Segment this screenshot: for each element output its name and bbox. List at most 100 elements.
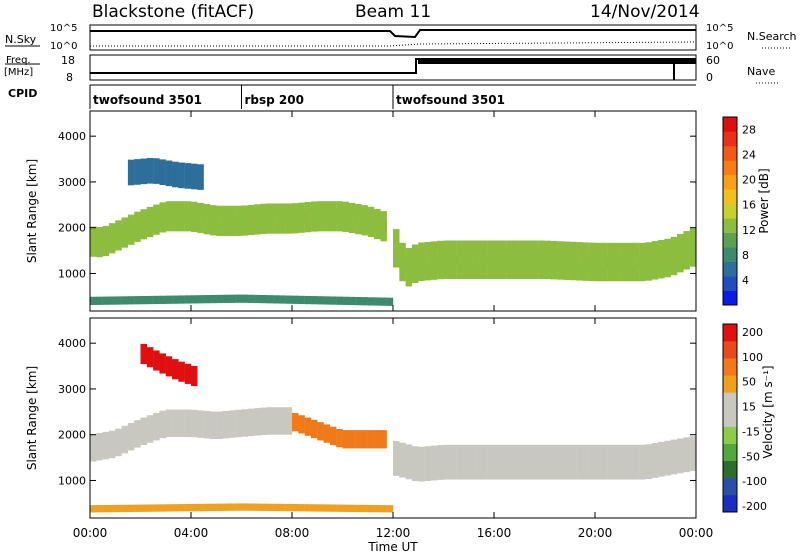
heatmap-cell: [159, 202, 166, 233]
heatmap-cell: [102, 431, 110, 460]
heatmap-cell: [96, 296, 103, 305]
heatmap-cell: [310, 201, 318, 232]
colorbar-tick-label: -100: [742, 475, 767, 488]
heatmap-cell: [500, 240, 507, 279]
colorbar-swatch: [723, 131, 737, 147]
heatmap-cell: [399, 442, 406, 478]
heatmap-cell: [386, 297, 394, 306]
nsky-label: N.Sky: [5, 33, 37, 46]
heatmap-cell: [689, 436, 697, 471]
heatmap-cell: [361, 205, 368, 236]
nave-top-label: 60: [706, 54, 720, 67]
heatmap-cell: [569, 444, 577, 480]
heatmap-cell: [247, 408, 255, 437]
heatmap-cell: [683, 231, 690, 270]
colorbar-frame: [722, 323, 738, 513]
heatmap-cell: [134, 296, 141, 305]
heatmap-cell: [613, 242, 621, 282]
colorbar-tick-label: 50: [742, 376, 756, 389]
heatmap-cell: [203, 503, 211, 512]
heatmap-cell: [203, 204, 211, 235]
heatmap-cell: [342, 201, 350, 232]
heatmap-cell: [607, 242, 615, 282]
heatmap-cell: [279, 503, 286, 512]
heatmap-cell: [127, 296, 135, 305]
heatmap-cell: [203, 410, 211, 439]
heatmap-cell: [399, 242, 406, 282]
heatmap-cell: [411, 446, 419, 481]
heatmap-cell: [209, 411, 217, 439]
heatmap-cell: [550, 240, 558, 280]
heatmap-cell: [172, 201, 179, 232]
heatmap-cell: [216, 294, 223, 304]
heatmap-cell: [393, 441, 400, 476]
heatmap-cell: [475, 240, 482, 279]
freq-series: [90, 58, 696, 80]
heatmap-cell: [172, 359, 179, 380]
station-title: Blackstone (fitACF): [92, 2, 254, 22]
heatmap-cell: [127, 504, 135, 513]
heatmap-cell: [197, 164, 204, 190]
heatmap-cell: [456, 444, 463, 480]
colorbar-swatch: [723, 409, 737, 427]
heatmap-cell: [228, 205, 236, 236]
heatmap-cell: [216, 503, 223, 511]
heatmap-cell: [544, 444, 552, 480]
heatmap-cell: [607, 444, 615, 480]
heatmap-cell: [538, 240, 545, 279]
heatmap-cell: [172, 409, 179, 437]
nsearch-label: N.Search: [747, 30, 797, 43]
heatmap-cell: [260, 294, 267, 304]
heatmap-cell: [165, 409, 173, 437]
heatmap-cell: [323, 296, 331, 305]
heatmap-cell: [96, 505, 103, 513]
heatmap-cell: [494, 444, 501, 480]
heatmap-cell: [191, 365, 198, 387]
heatmap-cell: [134, 159, 141, 185]
heatmap-cell: [550, 444, 558, 480]
colorbar-tick-label: -200: [742, 500, 767, 513]
heatmap-cell: [178, 409, 185, 437]
heatmap-cell: [677, 438, 684, 474]
heatmap-cell: [247, 503, 255, 511]
heatmap-cell: [519, 240, 526, 279]
heatmap-cell: [191, 163, 198, 190]
colorbar-tick-label: 28: [742, 124, 756, 137]
power-colorbar-label: Power [dB]: [757, 168, 771, 233]
heatmap-cell: [241, 409, 249, 437]
heatmap-cell: [121, 425, 129, 454]
colorbar-tick-label: 15: [742, 401, 756, 414]
heatmap-cell: [411, 244, 419, 283]
heatmap-cell: [254, 204, 261, 235]
heatmap-cell: [172, 161, 179, 188]
colorbar-swatch: [723, 392, 737, 410]
heatmap-cell: [304, 504, 312, 512]
heatmap-cell: [582, 242, 589, 281]
heatmap-cell: [670, 236, 678, 276]
heatmap-cell: [191, 503, 198, 512]
heatmap-cell: [437, 240, 444, 280]
cpid-segment-label: twofsound 3501: [93, 93, 202, 107]
heatmap-cell: [418, 242, 425, 281]
nsky-top-label: 10^5: [50, 23, 77, 34]
heatmap-cell: [481, 444, 488, 480]
colorbar-swatch: [723, 174, 737, 190]
colorbar-swatch: [723, 232, 737, 248]
heatmap-cell: [329, 296, 337, 305]
heatmap-cell: [134, 211, 141, 242]
heatmap-cell: [165, 504, 173, 512]
heatmap-cell: [159, 353, 166, 374]
heatmap-cell: [184, 295, 192, 304]
heatmap-cell: [140, 417, 148, 445]
heatmap-cell: [115, 504, 122, 513]
heatmap-cell: [241, 294, 249, 303]
heatmap-cell: [146, 157, 154, 184]
nsky-trace: [90, 29, 696, 39]
nsky-strip-frame: [89, 24, 697, 51]
heatmap-cell: [323, 201, 331, 232]
heatmap-cell: [140, 209, 148, 240]
heatmap-cell: [146, 415, 154, 443]
heatmap-cell: [235, 294, 242, 303]
beam-title: Beam 11: [355, 2, 431, 22]
